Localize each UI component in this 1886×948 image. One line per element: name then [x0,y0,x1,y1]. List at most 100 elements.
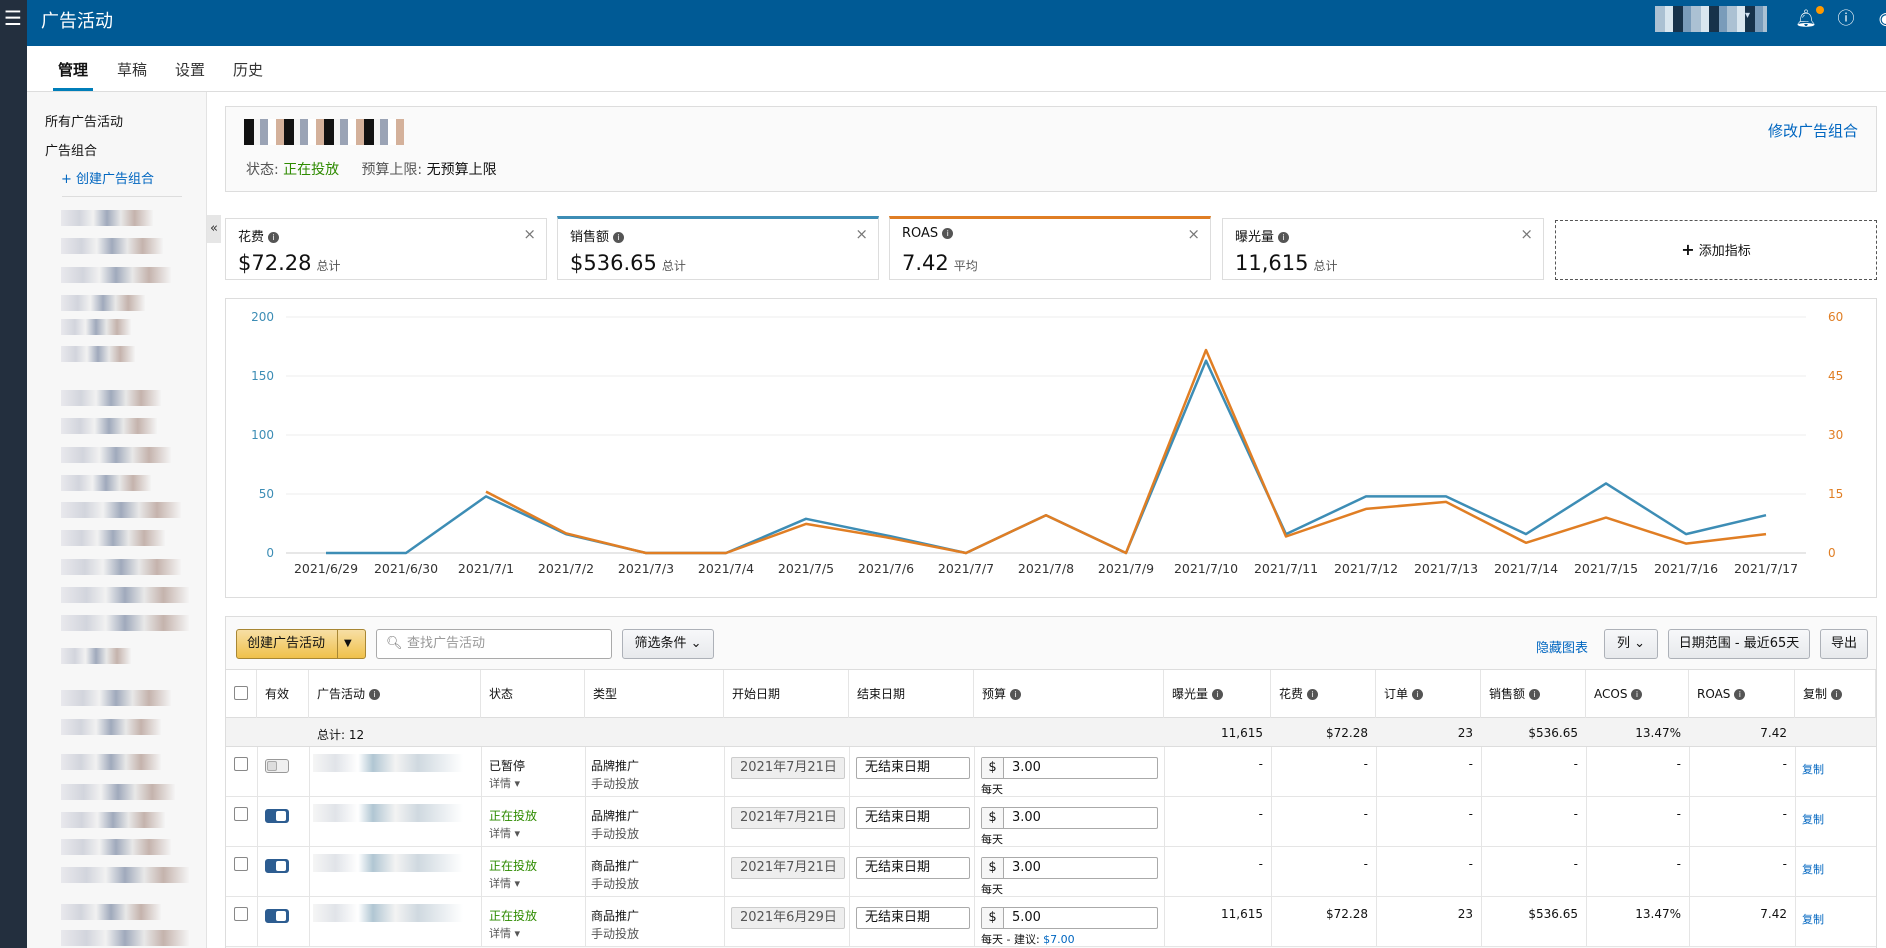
end-date-field[interactable]: 无结束日期 [856,857,970,879]
info-icon[interactable]: i [613,232,625,243]
close-icon[interactable]: × [1520,225,1533,243]
campaign-name[interactable] [313,804,463,822]
sidebar-portfolio-item[interactable] [61,267,171,283]
info-icon[interactable]: i [1010,689,1022,700]
sidebar-portfolio-item[interactable] [61,839,171,855]
budget-input[interactable]: $3.00 [981,807,1158,829]
end-date-field[interactable]: 无结束日期 [856,907,970,929]
row-checkbox[interactable] [234,757,248,771]
sidebar-portfolio-item[interactable] [61,690,171,706]
collapse-sidebar-button[interactable]: « [207,215,221,243]
help-icon[interactable]: ⓘ [1837,9,1855,29]
info-icon[interactable]: i [268,232,280,243]
columns-button[interactable]: 列 ⌄ [1604,629,1658,659]
header-campaign[interactable]: 广告活动 i [309,670,481,719]
sidebar-portfolio-item[interactable] [61,319,131,335]
sidebar-portfolio-item[interactable] [61,447,171,463]
sidebar-portfolio-item[interactable] [61,390,161,406]
account-switcher[interactable] [1655,6,1767,32]
date-range-button[interactable]: 日期范围 - 最近65天 [1668,629,1810,659]
tab-history[interactable]: 历史 [233,61,264,79]
info-icon[interactable]: i [1278,232,1290,243]
info-icon[interactable]: i [942,228,954,239]
sidebar-portfolio-item[interactable] [61,559,181,575]
header-orders[interactable]: 订单 i [1376,670,1481,719]
campaign-name[interactable] [313,754,463,772]
details-dropdown[interactable]: 详情 ▾ [489,777,521,790]
budget-input[interactable]: $3.00 [981,857,1158,879]
select-all-checkbox[interactable] [234,686,248,700]
export-button[interactable]: 导出 [1820,629,1868,659]
metric-card-sales[interactable]: 销售额 i $536.65 总计 × [557,216,879,280]
user-icon[interactable]: ◉ [1875,8,1886,30]
copy-link[interactable]: 复制 [1802,913,1824,926]
metric-card-spend[interactable]: 花费 i $72.28 总计 × [225,218,547,280]
header-sales[interactable]: 销售额 i [1481,670,1586,719]
sidebar-portfolio-item[interactable] [61,719,161,735]
sidebar-portfolio-item[interactable] [61,418,157,434]
close-icon[interactable]: × [523,225,536,243]
info-icon[interactable]: i [1307,689,1319,700]
info-icon[interactable]: i [1734,689,1746,700]
sidebar-portfolio-item[interactable] [61,615,189,631]
info-icon[interactable]: i [1631,689,1643,700]
sidebar-portfolio-item[interactable] [61,648,131,664]
chevron-down-icon[interactable]: ▾ [1745,10,1751,21]
sidebar-portfolio-item[interactable] [61,295,145,311]
metric-card-roas[interactable]: ROAS i 7.42 平均 × [889,216,1211,280]
close-icon[interactable]: × [855,225,868,243]
tab-settings[interactable]: 设置 [175,61,206,79]
create-portfolio-link[interactable]: + 创建广告组合 [61,172,155,187]
row-checkbox[interactable] [234,907,248,921]
active-toggle[interactable] [265,809,289,823]
campaign-name[interactable] [313,854,463,872]
tab-manage[interactable]: 管理 [58,61,89,79]
sidebar-portfolio-item[interactable] [61,530,165,546]
info-icon[interactable]: i [369,689,381,700]
campaign-name[interactable] [313,904,463,922]
copy-link[interactable]: 复制 [1802,763,1824,776]
add-metric-button[interactable]: + 添加指标 [1555,220,1877,280]
header-impressions[interactable]: 曝光量 i [1164,670,1271,719]
sidebar-portfolio-item[interactable] [61,238,163,254]
details-dropdown[interactable]: 详情 ▾ [489,927,521,940]
metric-card-impressions[interactable]: 曝光量 i 11,615 总计 × [1222,218,1544,280]
sidebar-portfolio-item[interactable] [61,784,175,800]
sidebar-portfolio-item[interactable] [61,475,151,491]
hide-chart-link[interactable]: 隐藏图表 [1536,641,1589,656]
active-toggle[interactable] [265,759,289,773]
info-icon[interactable]: i [1831,689,1843,700]
search-input[interactable]: 🔍︎ 查找广告活动 [376,629,612,659]
sidebar-portfolio-item[interactable] [61,587,189,603]
active-toggle[interactable] [265,909,289,923]
sidebar-item-all-campaigns[interactable]: 所有广告活动 [45,115,124,130]
row-checkbox[interactable] [234,857,248,871]
header-start-date[interactable]: 开始日期 [724,670,849,719]
info-icon[interactable]: i [1212,689,1224,700]
header-type[interactable]: 类型 [585,670,724,719]
end-date-field[interactable]: 无结束日期 [856,757,970,779]
copy-link[interactable]: 复制 [1802,863,1824,876]
close-icon[interactable]: × [1187,225,1200,243]
menu-icon[interactable]: ☰ [4,6,22,30]
edit-portfolio-link[interactable]: 修改广告组合 [1767,122,1858,140]
details-dropdown[interactable]: 详情 ▾ [489,827,521,840]
filter-button[interactable]: 筛选条件 ⌄ [622,629,714,659]
tab-drafts[interactable]: 草稿 [117,61,148,79]
sidebar-portfolio-item[interactable] [61,754,161,770]
budget-input[interactable]: $5.00 [981,907,1158,929]
header-spend[interactable]: 花费 i [1271,670,1376,719]
sidebar-portfolio-item[interactable] [61,867,189,883]
suggested-budget-link[interactable]: $7.00 [1043,933,1075,946]
end-date-field[interactable]: 无结束日期 [856,807,970,829]
budget-input[interactable]: $3.00 [981,757,1158,779]
header-active[interactable]: 有效 [257,670,309,719]
header-roas[interactable]: ROAS i [1689,670,1795,719]
info-icon[interactable]: i [1412,689,1424,700]
chevron-down-icon[interactable]: ▼ [344,638,352,649]
row-checkbox[interactable] [234,807,248,821]
details-dropdown[interactable]: 详情 ▾ [489,877,521,890]
create-campaign-button[interactable]: 创建广告活动 ▼ [236,629,366,659]
header-end-date[interactable]: 结束日期 [849,670,974,719]
active-toggle[interactable] [265,859,289,873]
